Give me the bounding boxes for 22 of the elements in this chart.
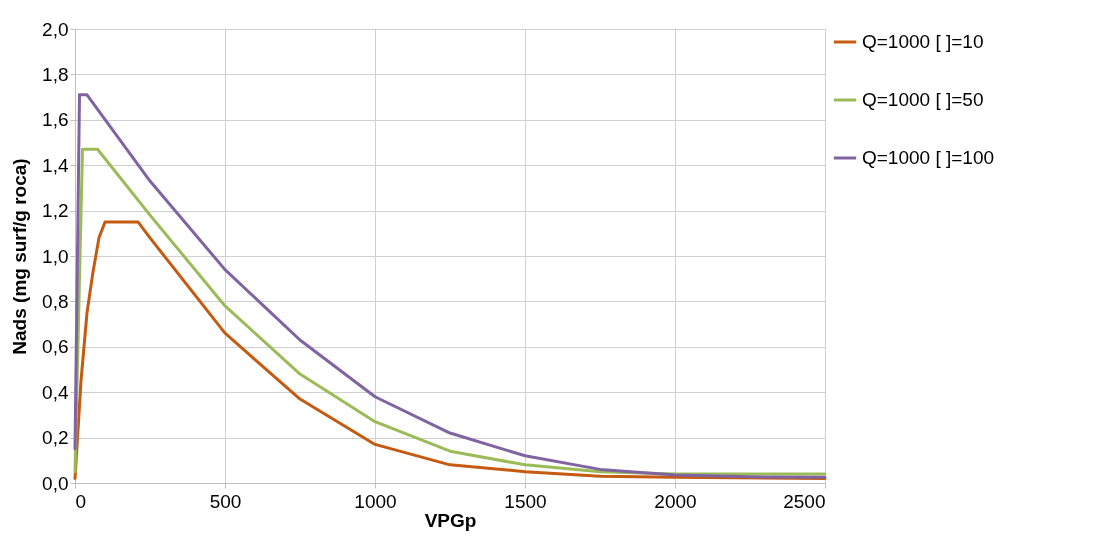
y-tick-label: 1,6 <box>42 109 69 131</box>
legend-label: Q=1000 [ ]=10 <box>862 31 984 52</box>
x-tick-label: 2500 <box>783 490 826 512</box>
y-tick-label: 2,0 <box>42 18 69 40</box>
y-tick-label: 0,8 <box>42 290 69 312</box>
x-tick-label: 500 <box>209 490 242 512</box>
y-tick-label: 0,6 <box>42 336 69 358</box>
y-tick-label: 0,2 <box>42 427 69 449</box>
x-tick-label: 1000 <box>354 490 397 512</box>
y-tick-label: 1,2 <box>42 200 69 222</box>
y-axis-title: Nads (mg surf/g roca) <box>9 158 31 355</box>
y-tick-label: 0,4 <box>42 381 69 403</box>
y-tick-label: 1,4 <box>42 154 69 176</box>
y-tick-label: 0,0 <box>42 472 69 494</box>
x-axis-title: VPGp <box>424 509 477 531</box>
x-tick-label: 1500 <box>504 490 547 512</box>
x-tick-label: 2000 <box>654 490 697 512</box>
y-tick-label: 1,8 <box>42 63 69 85</box>
legend-label: Q=1000 [ ]=50 <box>862 89 984 110</box>
y-tick-label: 1,0 <box>42 245 69 267</box>
legend-label: Q=1000 [ ]=100 <box>862 147 995 168</box>
x-tick-label: 0 <box>75 490 87 512</box>
